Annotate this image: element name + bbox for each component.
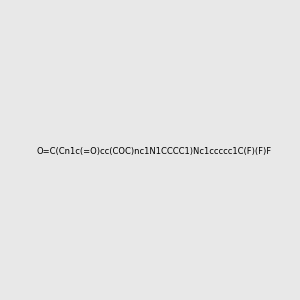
Text: O=C(Cn1c(=O)cc(COC)nc1N1CCCC1)Nc1ccccc1C(F)(F)F: O=C(Cn1c(=O)cc(COC)nc1N1CCCC1)Nc1ccccc1C… [36, 147, 271, 156]
